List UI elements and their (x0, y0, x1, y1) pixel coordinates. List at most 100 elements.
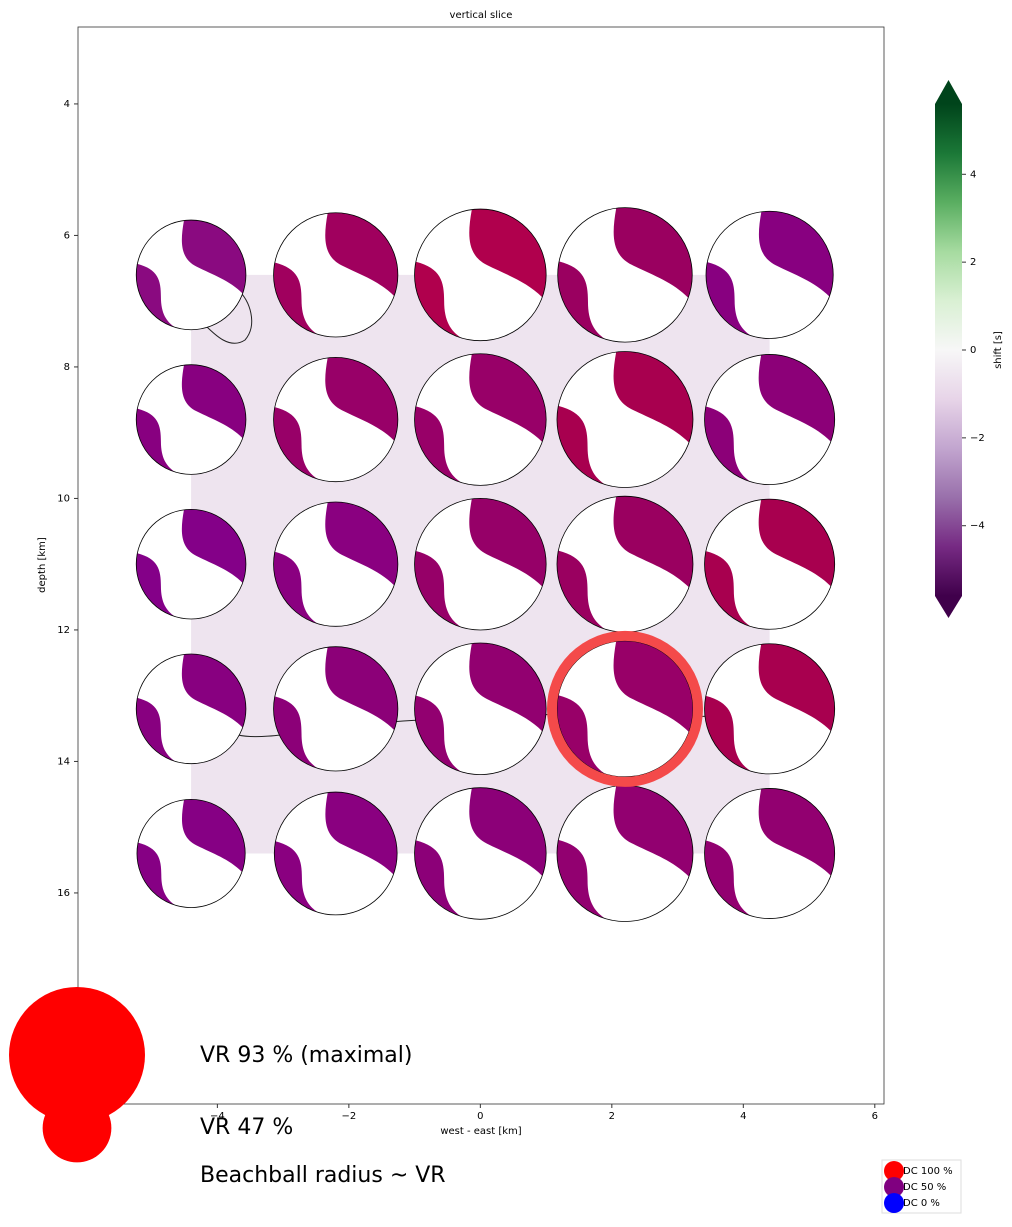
beachball (705, 788, 835, 918)
y-tick-label: 14 (57, 756, 70, 767)
beachball-quadrant (704, 551, 751, 627)
beachball-quadrant (613, 640, 693, 732)
x-axis-label: west - east [km] (440, 1126, 521, 1137)
x-tick-label: 6 (872, 1111, 878, 1122)
x-tick-label: 0 (477, 1111, 483, 1122)
y-tick-label: 10 (57, 493, 70, 504)
dc-legend-marker (884, 1161, 904, 1181)
beachball (705, 354, 835, 484)
y-tick-label: 12 (57, 625, 70, 636)
beachball-quadrant (136, 553, 175, 617)
beachball-quadrant (181, 799, 246, 872)
beachball (136, 654, 246, 764)
beachball-quadrant (758, 788, 835, 876)
beachball-quadrant (557, 405, 605, 485)
beachball-quadrant (469, 353, 547, 442)
y-tick-label: 16 (57, 888, 70, 899)
beachball (705, 644, 835, 774)
dc-legend-marker (884, 1193, 904, 1213)
beachball-quadrant (273, 551, 318, 624)
beachball (274, 502, 398, 626)
beachball-outline (557, 352, 693, 488)
beachball (557, 641, 693, 777)
beachball-outline (705, 499, 835, 629)
colorbar-label: shift [s] (993, 331, 1004, 369)
beachball-quadrant (181, 364, 246, 439)
beachball (136, 365, 246, 475)
maximal-ring (546, 630, 703, 787)
beachball (415, 788, 547, 920)
beachball (415, 209, 547, 341)
colorbar-tick-label: −4 (970, 521, 985, 532)
beachball-outline (136, 509, 246, 619)
beachball (136, 220, 246, 330)
beachball-quadrant (325, 357, 398, 441)
x-tick-label: −4 (210, 1111, 225, 1122)
y-tick-label: 8 (64, 362, 70, 373)
vr-legend-marker (9, 987, 145, 1123)
beachball-outline (136, 220, 246, 330)
beachball-quadrant (136, 842, 175, 905)
dc-legend-label: DC 100 % (903, 1166, 953, 1177)
contour (204, 289, 253, 344)
y-axis-label: depth [km] (37, 537, 48, 593)
beachball (557, 352, 693, 488)
axes-frame (77, 26, 885, 1105)
beachball-quadrant (414, 551, 461, 627)
y-tick-label: 4 (64, 99, 70, 110)
beachball (274, 647, 398, 771)
beachball (558, 208, 693, 343)
dc-legend-label: DC 50 % (903, 1182, 946, 1193)
colorbar-tick-label: 2 (970, 257, 976, 268)
beachball (415, 354, 547, 486)
beachball-quadrant (469, 209, 547, 298)
beachball-quadrant (274, 841, 318, 912)
beachball-outline (415, 498, 547, 630)
beachball-quadrant (273, 407, 318, 479)
legend-text: VR 93 % (maximal) (200, 1043, 412, 1068)
beachball-quadrant (704, 695, 751, 771)
vr-legend-marker (42, 1093, 112, 1163)
beachball-outline (415, 209, 547, 341)
beachball-outline (274, 792, 397, 915)
beachball-quadrant (704, 840, 751, 916)
x-tick-label: −2 (341, 1111, 356, 1122)
beachball-outline (705, 354, 835, 484)
beachball-outline (415, 643, 547, 775)
beachball (274, 357, 398, 481)
x-tick-label: 2 (609, 1111, 615, 1122)
beachball-quadrant (706, 262, 751, 336)
beachball-quadrant (414, 695, 461, 772)
beachball-outline (705, 644, 835, 774)
beachball-quadrant (613, 207, 693, 298)
beachball-quadrant (758, 211, 834, 297)
legend-text: VR 47 % (200, 1115, 293, 1140)
beachball (274, 213, 398, 337)
dc-legend-label: DC 0 % (903, 1198, 940, 1209)
beachball-outline (274, 357, 398, 481)
beachball (136, 509, 246, 619)
dc-legend-marker (884, 1177, 904, 1197)
beachball-quadrant (613, 785, 693, 877)
legend-note: Beachball radius ~ VR (200, 1163, 446, 1188)
beachball (557, 785, 693, 921)
beachball-quadrant (557, 839, 605, 919)
beachball-quadrant (557, 550, 605, 629)
beachball-quadrant (136, 408, 175, 472)
beachball-outline (558, 208, 693, 343)
beachball (557, 496, 693, 632)
beachball-quadrant (613, 351, 693, 443)
colorbar (935, 104, 962, 596)
beachball-quadrant (325, 792, 398, 875)
x-tick-label: 4 (740, 1111, 746, 1122)
beachball-outline (415, 354, 547, 486)
beachball-quadrant (414, 840, 461, 917)
beachball-quadrant (557, 695, 605, 774)
beachball-quadrant (181, 220, 246, 294)
beachball-quadrant (469, 787, 547, 876)
plot-area (136, 208, 834, 922)
beachball-quadrant (325, 646, 398, 730)
beachball-quadrant (758, 499, 835, 587)
beachball-quadrant (273, 696, 318, 768)
